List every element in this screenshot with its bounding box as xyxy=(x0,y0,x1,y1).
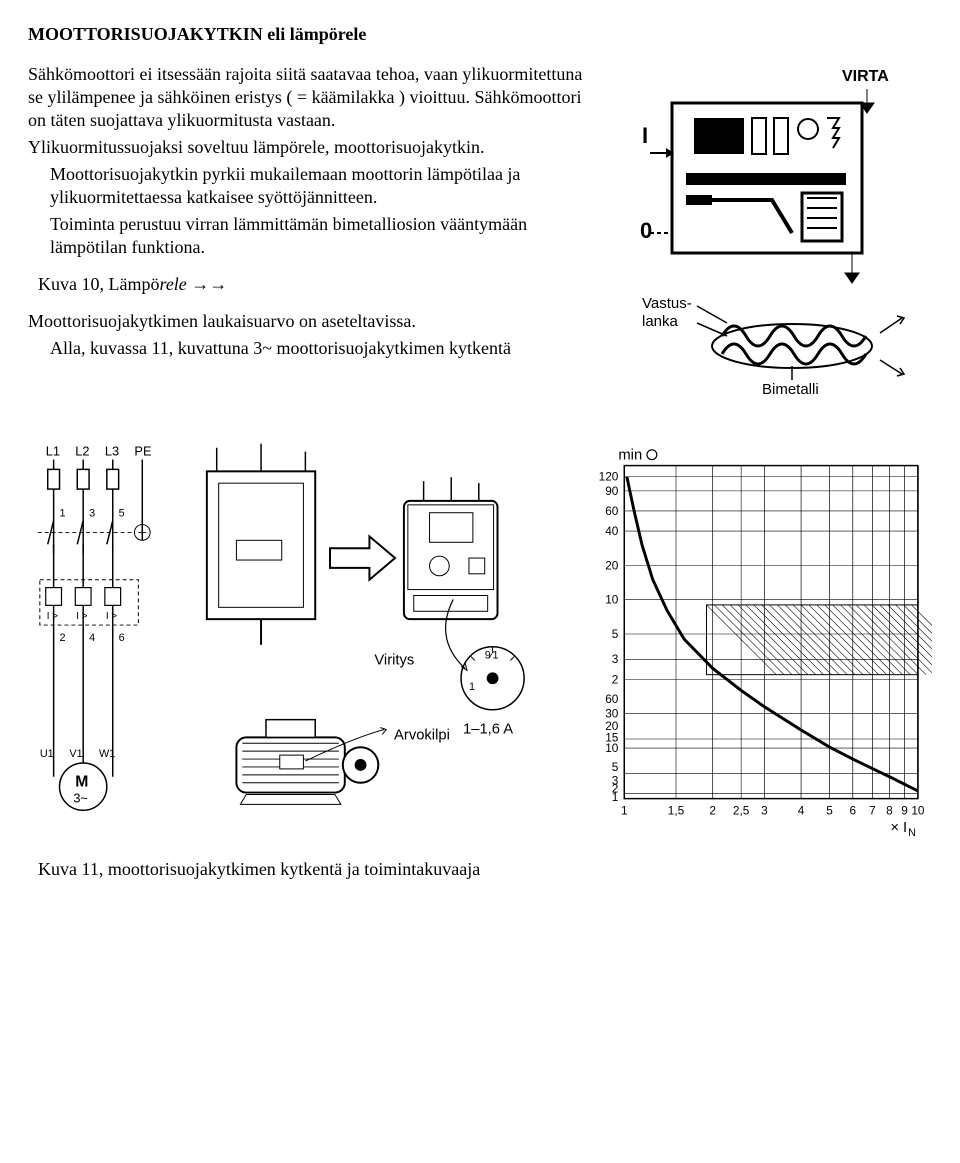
label-I: I xyxy=(642,123,648,148)
term-4: 4 xyxy=(89,632,95,644)
svg-text:6: 6 xyxy=(850,803,857,817)
para-2a: Moottorisuojakytkin pyrkii mukailemaan m… xyxy=(28,163,584,209)
svg-text:4: 4 xyxy=(798,803,805,817)
svg-text:min: min xyxy=(619,448,643,464)
ig3: I > xyxy=(106,611,117,622)
top-section: Sähkömoottori ei itsessään rajoita siitä… xyxy=(28,63,932,423)
cap10-italic: rele →→ xyxy=(159,274,227,294)
motor-M: M xyxy=(75,774,88,791)
label-range: 1–1,6 A xyxy=(463,721,513,737)
svg-text:N: N xyxy=(908,827,916,839)
w1: W1 xyxy=(99,748,115,760)
svg-text:1: 1 xyxy=(612,790,619,804)
devices-illustration-icon: 9⁄1 1 Viritys 1–1,6 A Arvokilpi xyxy=(197,439,562,819)
svg-text:1,5: 1,5 xyxy=(668,803,685,817)
cap10-text: Kuva 10, Lämpö xyxy=(38,274,159,294)
svg-text:2,5: 2,5 xyxy=(733,803,750,817)
dial-top: 9⁄1 xyxy=(484,650,498,662)
relay-diagram-icon: VIRTA I 0 Vastus- xyxy=(602,63,932,423)
svg-text:20: 20 xyxy=(606,558,620,572)
svg-text:10: 10 xyxy=(606,593,620,607)
svg-text:5: 5 xyxy=(612,760,619,774)
svg-text:8: 8 xyxy=(886,803,893,817)
label-vastus-2: lanka xyxy=(642,313,679,330)
l2-label: L2 xyxy=(75,444,89,459)
caption-fig11: Kuva 11, moottorisuojakytkimen kytkentä … xyxy=(28,859,932,880)
svg-text:60: 60 xyxy=(606,504,620,518)
ig2: I > xyxy=(76,611,87,622)
svg-text:3: 3 xyxy=(612,652,619,666)
label-vastus-1: Vastus- xyxy=(642,295,692,312)
term-6: 6 xyxy=(119,632,125,644)
trip-curve-chart: min12090604020105326030201510532111,522,… xyxy=(577,439,932,839)
svg-text:1: 1 xyxy=(621,803,628,817)
term-3: 3 xyxy=(89,508,95,520)
pe-label: PE xyxy=(134,444,151,459)
label-virta: VIRTA xyxy=(842,68,889,85)
svg-text:5: 5 xyxy=(612,627,619,641)
svg-text:120: 120 xyxy=(599,470,619,484)
label-bimetalli: Bimetalli xyxy=(762,381,819,398)
svg-text:10: 10 xyxy=(606,741,620,755)
dial-mid: 1 xyxy=(469,681,475,693)
svg-text:60: 60 xyxy=(606,692,620,706)
intro-paragraph: Sähkömoottori ei itsessään rajoita siitä… xyxy=(28,63,584,132)
v1: V1 xyxy=(69,748,82,760)
motor-3ph: 3~ xyxy=(73,790,88,805)
term-2: 2 xyxy=(60,632,66,644)
label-arvokilpi: Arvokilpi xyxy=(394,727,450,743)
term-5: 5 xyxy=(119,508,125,520)
svg-text:3: 3 xyxy=(761,803,768,817)
svg-text:10: 10 xyxy=(912,803,926,817)
page-title: MOOTTORISUOJAKYTKIN eli lämpörele xyxy=(28,24,932,45)
figure-10: VIRTA I 0 Vastus- xyxy=(602,63,932,423)
svg-text:2: 2 xyxy=(710,803,717,817)
para-2b: Toiminta perustuu virran lämmittämän bim… xyxy=(28,213,584,259)
svg-text:2: 2 xyxy=(612,672,619,686)
svg-text:40: 40 xyxy=(606,524,620,538)
para-1: Ylikuormitussuojaksi soveltuu lämpörele,… xyxy=(28,136,584,159)
text-column: Sähkömoottori ei itsessään rajoita siitä… xyxy=(28,63,584,364)
u1: U1 xyxy=(40,748,54,760)
circuit-diagram-icon: L1 L2 L3 PE 1 3 5 I > I > I > 2 4 6 U1 xyxy=(28,439,181,819)
caption-fig10: Kuva 10, Lämpörele →→ xyxy=(28,273,584,296)
para-4: Alla, kuvassa 11, kuvattuna 3~ moottoris… xyxy=(28,337,584,360)
svg-text:90: 90 xyxy=(606,484,620,498)
l1-label: L1 xyxy=(46,444,60,459)
term-1: 1 xyxy=(60,508,66,520)
para-3: Moottorisuojakytkimen laukaisuarvo on as… xyxy=(28,310,584,333)
svg-text:× I: × I xyxy=(891,820,908,836)
label-zero: 0 xyxy=(640,218,652,243)
svg-text:5: 5 xyxy=(827,803,834,817)
label-viritys: Viritys xyxy=(374,652,414,668)
l3-label: L3 xyxy=(105,444,119,459)
figure-11-row: L1 L2 L3 PE 1 3 5 I > I > I > 2 4 6 U1 xyxy=(28,439,932,839)
ig1: I > xyxy=(47,611,58,622)
svg-text:7: 7 xyxy=(869,803,876,817)
svg-text:9: 9 xyxy=(901,803,908,817)
